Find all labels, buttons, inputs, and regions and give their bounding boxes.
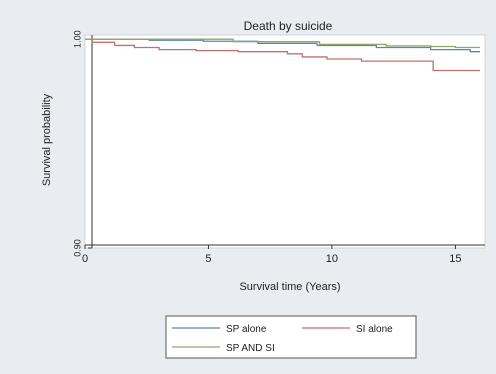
legend-label: SP AND SI bbox=[226, 343, 275, 354]
y-tick-label: 0.90 bbox=[72, 239, 82, 257]
chart-title: Death by suicide bbox=[244, 19, 333, 33]
x-tick-label: 10 bbox=[326, 253, 338, 265]
x-tick-label: 15 bbox=[449, 253, 461, 265]
axes: 0 5 10 15 0.90 1.00 bbox=[72, 30, 485, 265]
x-axis-label: Survival time (Years) bbox=[239, 281, 340, 293]
series-line bbox=[85, 38, 481, 49]
legend-label: SP alone bbox=[226, 324, 267, 335]
x-tick-label: 5 bbox=[205, 253, 211, 265]
legend: SP alone SI alone SP AND SI bbox=[172, 324, 393, 354]
plot-area bbox=[84, 34, 486, 249]
x-tick-label: 0 bbox=[82, 253, 88, 265]
y-tick-label: 1.00 bbox=[72, 30, 82, 48]
series-lines bbox=[85, 38, 481, 72]
legend-label: SI alone bbox=[356, 324, 393, 335]
series-line bbox=[85, 38, 481, 53]
y-axis-label: Survival probability bbox=[41, 93, 53, 186]
series-line bbox=[85, 38, 481, 72]
legend-box bbox=[165, 315, 417, 359]
